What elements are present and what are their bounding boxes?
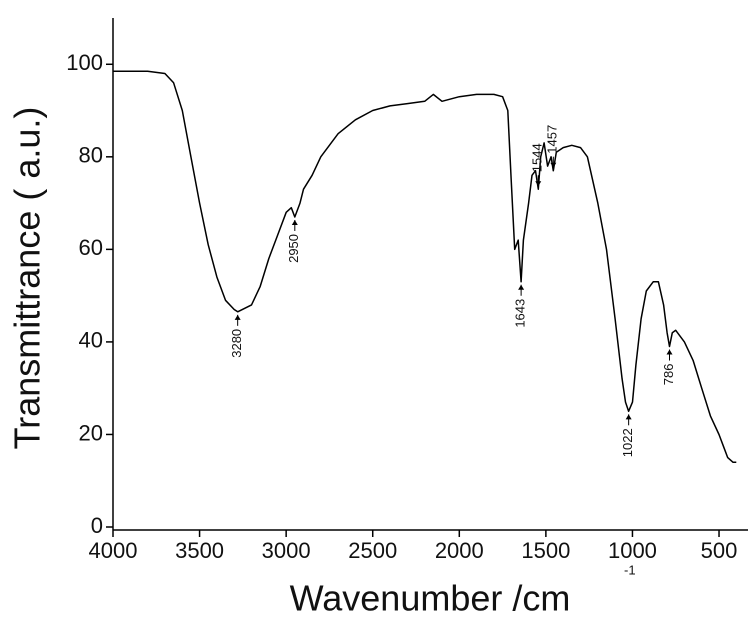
annotation-arrowhead bbox=[625, 414, 632, 420]
x-tick-label: 1500 bbox=[521, 538, 570, 563]
x-tick-label: 2500 bbox=[348, 538, 397, 563]
annotation-label: 2950 bbox=[286, 234, 301, 263]
x-tick-label: 500 bbox=[701, 538, 738, 563]
spectrum-line bbox=[113, 70, 737, 463]
annotation-label: 1022 bbox=[620, 428, 635, 457]
annotation-arrowhead bbox=[234, 314, 241, 320]
x-axis-label-superscript: -1 bbox=[624, 562, 636, 577]
annotation-label: 1544 bbox=[530, 143, 545, 172]
annotation-arrowhead bbox=[518, 284, 525, 290]
x-axis-label: Wavenumber /cm bbox=[290, 578, 571, 619]
annotation-arrowhead bbox=[535, 181, 542, 187]
annotation-label: 1457 bbox=[545, 125, 560, 154]
y-tick-label: 100 bbox=[66, 50, 103, 75]
annotation-arrowhead bbox=[291, 219, 298, 225]
x-tick-label: 4000 bbox=[89, 538, 138, 563]
annotation-label: 3280 bbox=[229, 329, 244, 358]
x-tick-label: 2000 bbox=[435, 538, 484, 563]
annotation-label: 1643 bbox=[513, 299, 528, 328]
y-axis-label: Transmittrance ( a.u.) bbox=[7, 107, 48, 450]
annotation-label: 786 bbox=[661, 364, 676, 386]
y-tick-label: 60 bbox=[79, 235, 103, 260]
y-tick-label: 40 bbox=[79, 328, 103, 353]
x-tick-label: 3000 bbox=[262, 538, 311, 563]
annotation-arrowhead bbox=[666, 349, 673, 355]
annotation-arrowhead bbox=[550, 162, 557, 168]
y-tick-label: 0 bbox=[91, 513, 103, 538]
x-tick-label: 3500 bbox=[175, 538, 224, 563]
y-tick-label: 80 bbox=[79, 143, 103, 168]
x-tick-label: 1000 bbox=[608, 538, 657, 563]
y-tick-label: 20 bbox=[79, 420, 103, 445]
